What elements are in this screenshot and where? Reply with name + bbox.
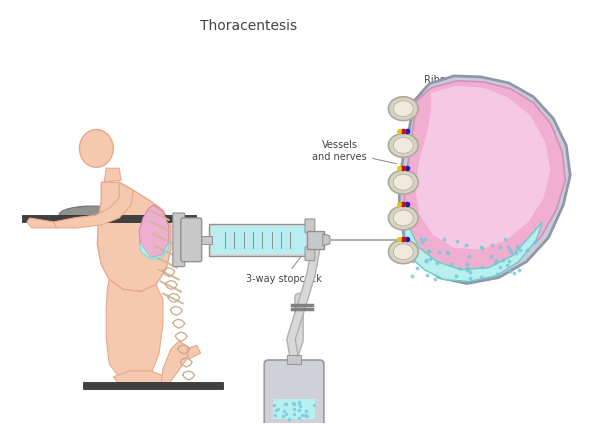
FancyBboxPatch shape	[181, 218, 202, 262]
Ellipse shape	[388, 170, 418, 194]
FancyBboxPatch shape	[273, 399, 315, 418]
Polygon shape	[97, 182, 171, 291]
FancyBboxPatch shape	[305, 219, 315, 233]
Polygon shape	[404, 222, 542, 282]
FancyBboxPatch shape	[209, 224, 308, 256]
Text: Ribs: Ribs	[411, 75, 445, 106]
FancyBboxPatch shape	[264, 360, 324, 424]
Polygon shape	[113, 371, 166, 387]
Ellipse shape	[394, 101, 413, 117]
FancyBboxPatch shape	[305, 247, 315, 261]
FancyBboxPatch shape	[211, 226, 306, 254]
Polygon shape	[104, 168, 121, 182]
FancyBboxPatch shape	[307, 231, 324, 249]
Ellipse shape	[394, 244, 413, 259]
Ellipse shape	[388, 134, 418, 157]
Ellipse shape	[394, 174, 413, 190]
Polygon shape	[404, 81, 565, 272]
Polygon shape	[139, 242, 169, 259]
Polygon shape	[187, 345, 200, 359]
Polygon shape	[53, 182, 133, 228]
Polygon shape	[139, 205, 169, 258]
Ellipse shape	[388, 240, 418, 264]
FancyBboxPatch shape	[199, 236, 212, 244]
Ellipse shape	[394, 137, 413, 153]
Polygon shape	[415, 86, 550, 250]
Ellipse shape	[79, 130, 113, 167]
Ellipse shape	[394, 210, 413, 226]
FancyBboxPatch shape	[173, 213, 185, 267]
Polygon shape	[161, 341, 189, 387]
Ellipse shape	[388, 206, 418, 230]
Polygon shape	[323, 234, 330, 246]
Text: 3-way stopcock: 3-way stopcock	[247, 239, 322, 284]
Polygon shape	[400, 76, 570, 284]
FancyBboxPatch shape	[287, 355, 301, 364]
Text: Vessels
and nerves: Vessels and nerves	[313, 140, 397, 164]
Text: Thoracentesis: Thoracentesis	[200, 19, 297, 33]
Ellipse shape	[388, 97, 418, 120]
FancyBboxPatch shape	[22, 215, 196, 222]
Ellipse shape	[59, 206, 124, 224]
FancyBboxPatch shape	[83, 382, 223, 389]
Polygon shape	[27, 218, 56, 228]
Polygon shape	[106, 279, 163, 379]
